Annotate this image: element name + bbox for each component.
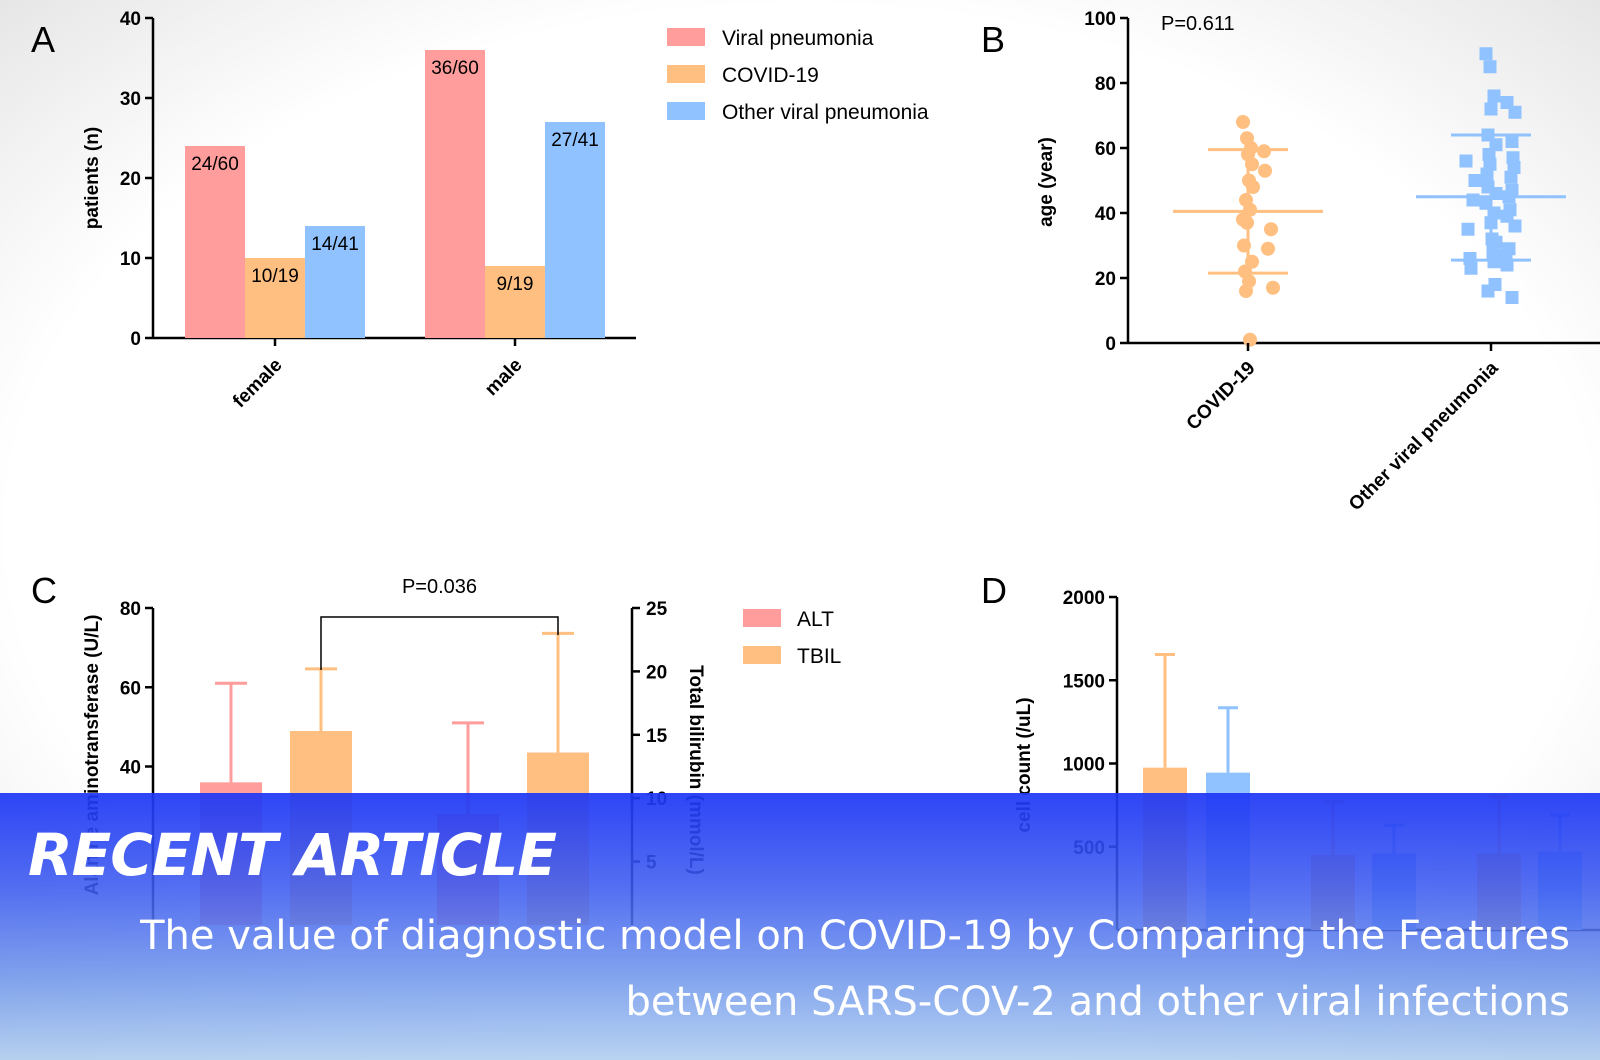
panel-letter-c: C [31, 570, 57, 611]
panel-b-point [1500, 258, 1514, 272]
panel-b-y-axis-tick-label: 80 [1095, 74, 1116, 95]
panel-b-point [1508, 219, 1522, 233]
article-title[interactable]: The value of diagnostic model on COVID-1… [10, 903, 1570, 1035]
panel-a-legend-label: Other viral pneumonia [722, 101, 929, 124]
panel-b-y-axis-tick-label: 20 [1095, 269, 1116, 290]
article-banner[interactable]: RECENT ARTICLE The value of diagnostic m… [0, 793, 1600, 1060]
panel-c-y-axis-tick-label: 40 [120, 758, 141, 779]
panel-a-bar-label: 14/41 [311, 234, 359, 255]
panel-c-y-axis-tick-label: 60 [120, 678, 141, 699]
panel-b-point [1266, 280, 1280, 295]
panel-b-point [1487, 89, 1501, 103]
panel-b-point [1257, 144, 1271, 159]
panel-a-bar [545, 122, 605, 338]
panel-a-legend-swatch [667, 28, 705, 46]
panel-b-y-axis-tick-label: 60 [1095, 139, 1116, 160]
panel-a-y-axis-tick-label: 20 [120, 169, 141, 190]
panel-a-y-axis-title: patients (n) [82, 127, 103, 229]
panel-a-y-axis-tick-label: 10 [120, 249, 141, 270]
panel-letter-a: A [31, 19, 55, 60]
panel-b-point [1508, 105, 1522, 119]
panel-b-point [1483, 60, 1497, 74]
panel-c-p-value: P=0.036 [402, 576, 477, 598]
panel-b-point [1261, 241, 1275, 256]
banner-heading: RECENT ARTICLE [28, 821, 557, 889]
panel-c-legend-label: ALT [797, 608, 834, 631]
panel-a-bar [185, 146, 245, 338]
panel-c-y-axis-right-tick-label: 20 [646, 662, 667, 683]
panel-a-y-axis-tick-label: 0 [130, 329, 141, 350]
panel-b-point [1464, 261, 1478, 275]
panel-c-y-axis-right-tick-label: 15 [646, 726, 668, 747]
article-title-line-1: The value of diagnostic model on COVID-1… [140, 913, 1570, 959]
panel-b-point [1479, 47, 1493, 61]
panel-b-point [1258, 163, 1272, 178]
panel-b-point [1239, 284, 1253, 298]
panel-a-bar-label: 10/19 [251, 266, 299, 287]
panel-b-point [1505, 135, 1519, 148]
article-title-line-2: between SARS-COV-2 and other viral infec… [625, 979, 1570, 1025]
panel-a-legend-label: Viral pneumonia [722, 27, 874, 50]
panel-a-bar-label: 24/60 [191, 154, 239, 175]
panel-letter-d: D [981, 570, 1007, 611]
panel-b-p-value: P=0.611 [1161, 13, 1235, 35]
panel-a-y-axis-tick-label: 30 [120, 89, 141, 110]
panel-b-point [1459, 154, 1473, 168]
panel-letter-b: B [981, 19, 1005, 60]
panel-b-point [1487, 255, 1501, 269]
panel-b-y-axis-tick-label: 0 [1105, 334, 1116, 355]
panel-b-point [1504, 170, 1518, 184]
panel-c-legend-label: TBIL [797, 645, 841, 668]
panel-c-y-axis-tick-label: 80 [120, 599, 141, 620]
panel-c-legend-swatch [743, 609, 781, 627]
panel-b-point [1243, 332, 1257, 347]
panel-a-bar-label: 36/60 [431, 58, 479, 79]
panel-d-y-axis-tick-label: 2000 [1063, 588, 1105, 609]
panel-b-point [1505, 291, 1519, 304]
panel-b-category-label: Other viral pneumonia [1345, 357, 1503, 515]
panel-b-point [1484, 102, 1498, 116]
panel-b-point [1264, 222, 1278, 237]
panel-a-category-label: female [229, 355, 286, 412]
panel-a-legend-label: COVID-19 [722, 64, 819, 87]
panel-a-bar [305, 226, 365, 338]
panel-b-point [1481, 284, 1495, 298]
panel-b-point [1236, 115, 1250, 129]
panel-a-bar [245, 258, 305, 338]
panel-a-legend-swatch [667, 65, 705, 83]
panel-a-category-label: male [481, 355, 526, 400]
panel-a-legend-swatch [667, 102, 705, 120]
panel-a-bar [485, 266, 545, 338]
panel-b-y-axis-tick-label: 40 [1095, 204, 1116, 225]
panel-d-y-axis-tick-label: 1000 [1063, 755, 1105, 776]
panel-c-significance-bracket [320, 616, 559, 670]
panel-c-y-axis-right-tick-label: 25 [646, 599, 668, 620]
panel-b-y-axis-tick-label: 100 [1084, 9, 1116, 30]
panel-b-point [1461, 222, 1475, 236]
panel-d-y-axis-tick-label: 1500 [1063, 671, 1105, 692]
panel-a-bar-label: 9/19 [497, 274, 534, 295]
panel-a-bar-label: 27/41 [551, 130, 599, 151]
panel-b-point [1468, 174, 1482, 187]
panel-c-legend-swatch [743, 646, 781, 664]
panel-b-category-label: COVID-19 [1183, 358, 1260, 435]
panel-a-y-axis-tick-label: 40 [120, 9, 141, 30]
panel-b-y-axis-title: age (year) [1036, 137, 1057, 227]
panel-a-bar [425, 50, 485, 338]
